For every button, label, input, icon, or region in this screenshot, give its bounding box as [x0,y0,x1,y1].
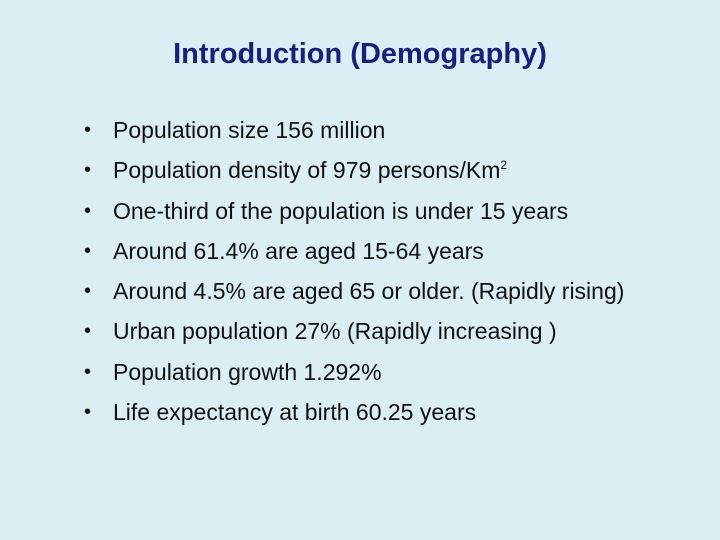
bullet-text: Around 61.4% are aged 15-64 years [113,237,484,264]
bullet-text: Population density of 979 persons/Km [113,157,501,184]
bullet-icon: • [84,360,92,383]
bullet-icon: • [84,320,92,343]
bullet-item-aged-65-plus: • Around 4.5% are aged 65 or older. (Rap… [72,271,692,311]
bullet-item-population-growth: • Population growth 1.292% [72,352,692,392]
bullet-icon: • [84,119,92,141]
bullet-text: Population growth 1.292% [113,358,382,385]
bullet-icon: • [84,239,92,262]
bullet-item-under-15: • One-third of the population is under 1… [72,191,692,231]
slide-title-text: Introduction (Demography) [173,38,547,70]
bullet-text-with-superscript: Population density of 979 persons/Km2 [113,150,507,194]
bullet-text: Life expectancy at birth 60.25 years [113,399,477,426]
bullet-list: • Population size 156 million • Populati… [72,110,692,432]
bullet-icon: • [84,280,92,303]
bullet-icon: • [84,199,92,222]
bullet-icon: • [84,401,92,424]
bullet-item-population-density: • Population density of 979 persons/Km2 [72,150,692,190]
bullet-icon: • [84,159,92,182]
slide-title: Introduction (Demography) [0,38,720,71]
bullet-item-life-expectancy: • Life expectancy at birth 60.25 years [72,392,692,432]
bullet-text: One-third of the population is under 15 … [113,197,569,224]
bullet-item-urban-population: • Urban population 27% (Rapidly increasi… [72,311,692,351]
bullet-item-aged-15-64: • Around 61.4% are aged 15-64 years [72,231,692,271]
bullet-item-population-size: • Population size 156 million [72,110,692,150]
bullet-text: Population size 156 million [113,117,386,143]
bullet-text: Around 4.5% are aged 65 or older. (Rapid… [113,278,625,305]
bullet-text: Urban population 27% (Rapidly increasing… [113,318,557,345]
superscript-two: 2 [500,158,508,173]
